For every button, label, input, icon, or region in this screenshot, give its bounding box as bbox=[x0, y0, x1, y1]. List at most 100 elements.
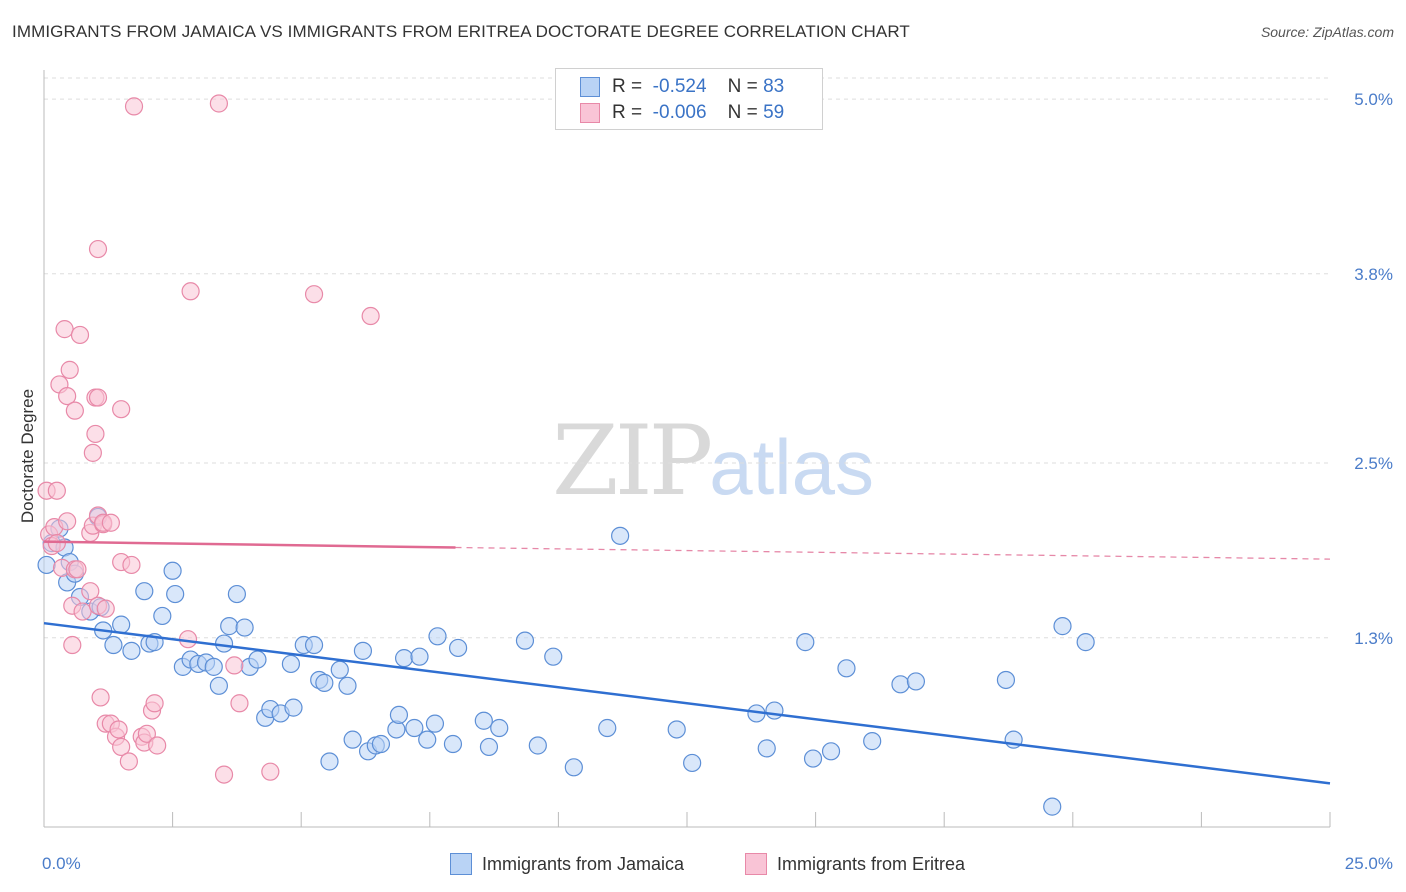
x-tick-label: 25.0% bbox=[1345, 854, 1393, 873]
watermark: ZIPatlas bbox=[552, 405, 874, 517]
jamaica-point bbox=[544, 647, 563, 666]
eritrea-point bbox=[304, 285, 324, 304]
eritrea-point bbox=[124, 97, 144, 116]
eritrea-point bbox=[73, 602, 92, 621]
eritrea-legend-swatch bbox=[745, 853, 767, 875]
x-tick-label: 0.0% bbox=[42, 854, 81, 873]
n-label: N = bbox=[727, 76, 758, 97]
eritrea-point bbox=[47, 481, 66, 500]
r-label: R = bbox=[612, 102, 643, 123]
jamaica-point bbox=[428, 627, 447, 646]
eritrea-point bbox=[68, 560, 87, 579]
jamaica-point bbox=[474, 711, 493, 730]
eritrea-trend-extension bbox=[455, 546, 1331, 560]
y-tick-label: 5.0% bbox=[1354, 90, 1393, 109]
jamaica-trend-line bbox=[43, 621, 1331, 785]
jamaica-point bbox=[765, 701, 784, 720]
eritrea-point bbox=[63, 635, 82, 655]
jamaica-point bbox=[796, 633, 815, 652]
eritrea-point bbox=[96, 599, 115, 618]
eritrea-trend-line bbox=[43, 540, 456, 549]
series-legend: Immigrants from Jamaica Immigrants from … bbox=[0, 850, 1406, 878]
jamaica-point bbox=[209, 676, 228, 695]
eritrea-point bbox=[137, 724, 156, 743]
eritrea-point bbox=[58, 386, 77, 406]
r-value: -0.006 bbox=[652, 102, 707, 123]
eritrea-point bbox=[55, 320, 74, 339]
jamaica-swatch bbox=[580, 77, 600, 97]
eritrea-point bbox=[145, 694, 164, 713]
legend-item-eritrea: Immigrants from Eritrea bbox=[745, 850, 965, 878]
r-label: R = bbox=[612, 76, 643, 97]
jamaica-point bbox=[1043, 797, 1062, 816]
eritrea-point bbox=[101, 513, 120, 532]
eritrea-point bbox=[81, 582, 100, 601]
jamaica-point bbox=[338, 676, 357, 695]
eritrea-point bbox=[60, 360, 79, 379]
jamaica-point bbox=[891, 675, 910, 694]
jamaica-point bbox=[448, 638, 468, 658]
eritrea-point bbox=[209, 94, 228, 113]
eritrea-point bbox=[148, 736, 167, 755]
jamaica-point bbox=[410, 647, 429, 666]
jamaica-point bbox=[821, 742, 841, 761]
jamaica-point bbox=[598, 718, 617, 738]
n-label: N = bbox=[727, 102, 758, 123]
jamaica-point bbox=[235, 618, 254, 637]
jamaica-point bbox=[37, 555, 56, 575]
jamaica-point bbox=[304, 635, 324, 655]
jamaica-point bbox=[104, 635, 123, 655]
jamaica-point bbox=[528, 736, 547, 755]
jamaica-point bbox=[135, 582, 154, 601]
y-tick-label: 3.8% bbox=[1354, 265, 1393, 284]
r-value: -0.524 bbox=[652, 76, 707, 97]
stats-row-jamaica: R = -0.524 N = 83 bbox=[556, 74, 784, 100]
jamaica-point bbox=[353, 641, 373, 660]
eritrea-point bbox=[88, 239, 108, 259]
jamaica-point bbox=[112, 615, 131, 634]
watermark-atlas: atlas bbox=[709, 423, 874, 511]
jamaica-point bbox=[443, 734, 463, 754]
jamaica-point bbox=[153, 606, 172, 626]
eritrea-point bbox=[112, 400, 131, 419]
jamaica-point bbox=[315, 673, 334, 692]
stats-row-eritrea: R = -0.006 N = 59 bbox=[556, 100, 784, 126]
eritrea-point bbox=[91, 688, 110, 707]
jamaica-point bbox=[996, 670, 1016, 690]
eritrea-swatch bbox=[580, 103, 600, 123]
jamaica-point bbox=[837, 659, 856, 678]
legend-item-jamaica: Immigrants from Jamaica bbox=[450, 850, 684, 878]
jamaica-point bbox=[389, 705, 409, 725]
jamaica-point bbox=[220, 617, 239, 636]
n-value: 59 bbox=[763, 102, 785, 123]
n-value: 83 bbox=[763, 76, 785, 97]
eritrea-point bbox=[112, 737, 131, 757]
eritrea-point bbox=[181, 282, 200, 301]
watermark-zip: ZIP bbox=[552, 405, 713, 517]
jamaica-point bbox=[863, 732, 882, 751]
jamaica-point bbox=[330, 660, 349, 679]
eritrea-point bbox=[65, 401, 84, 420]
jamaica-point bbox=[667, 720, 686, 739]
eritrea-point bbox=[122, 555, 141, 575]
eritrea-point bbox=[109, 720, 128, 739]
eritrea-point bbox=[225, 656, 244, 675]
jamaica-point bbox=[227, 584, 246, 604]
eritrea-point bbox=[261, 762, 280, 781]
jamaica-point bbox=[425, 714, 445, 733]
jamaica-point bbox=[204, 657, 223, 676]
y-tick-label: 1.3% bbox=[1354, 629, 1393, 648]
jamaica-point bbox=[479, 737, 499, 757]
source-label: Source: ZipAtlas.com bbox=[1260, 24, 1394, 40]
jamaica-point bbox=[906, 672, 926, 691]
jamaica-point bbox=[803, 749, 823, 768]
jamaica-point bbox=[611, 526, 630, 545]
jamaica-point bbox=[1053, 617, 1072, 636]
eritrea-point bbox=[119, 752, 138, 771]
jamaica-point bbox=[371, 734, 391, 754]
eritrea-point bbox=[70, 325, 90, 345]
jamaica-point bbox=[281, 654, 301, 674]
eritrea-point bbox=[88, 388, 108, 407]
eritrea-point bbox=[361, 306, 380, 326]
